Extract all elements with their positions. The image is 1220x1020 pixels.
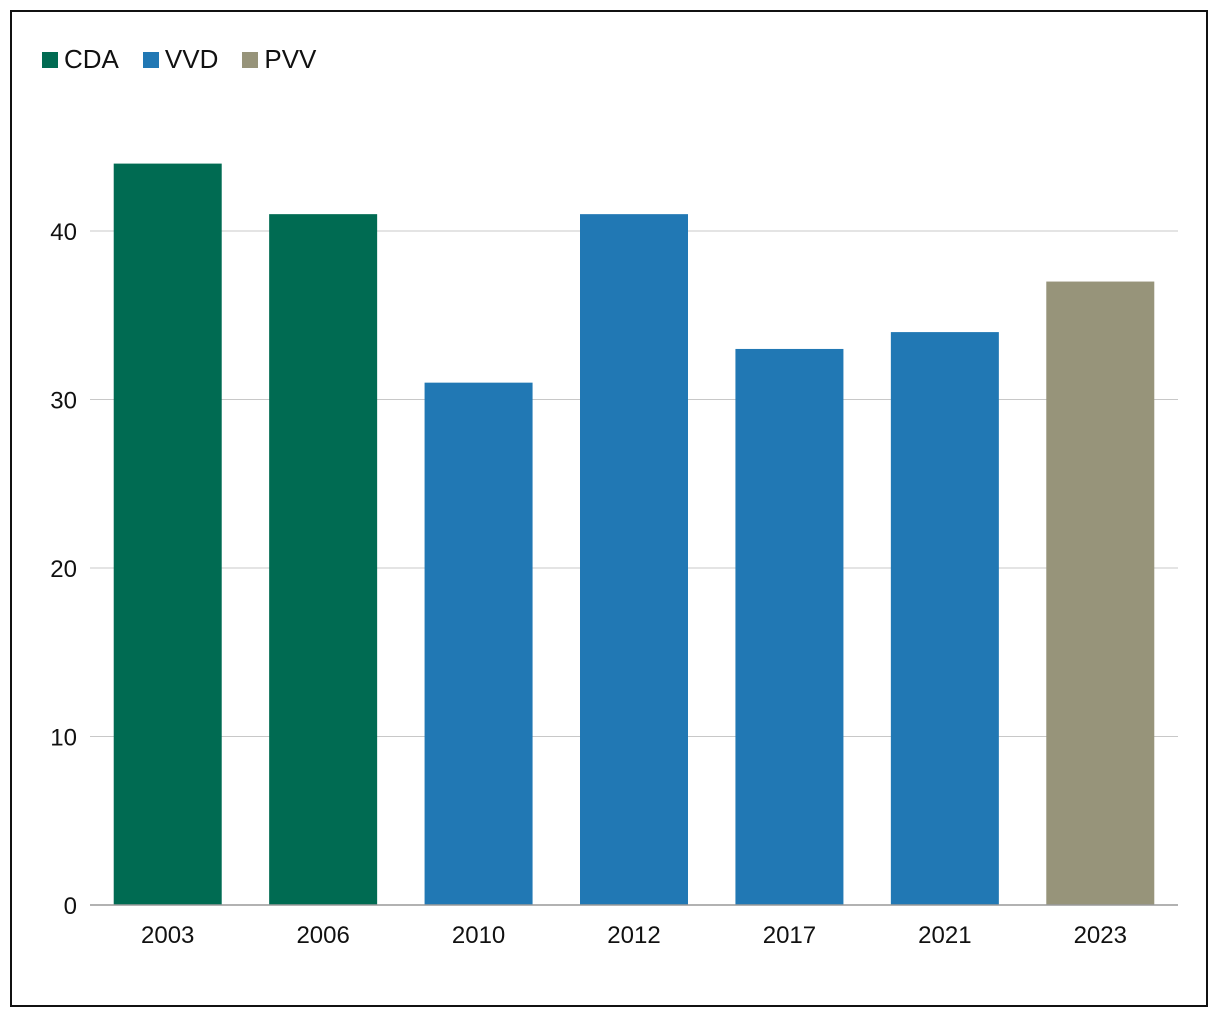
x-tick-label-2023: 2023 <box>1074 922 1127 949</box>
y-tick-label-0: 0 <box>64 893 77 920</box>
x-tick-label-2021: 2021 <box>918 922 971 949</box>
y-tick-label-40: 40 <box>50 219 77 246</box>
bar-2010 <box>424 382 533 905</box>
y-tick-label-10: 10 <box>50 725 77 752</box>
bar-2003 <box>113 163 222 906</box>
legend-label-cda: CDA <box>64 44 119 74</box>
x-tick-label-2017: 2017 <box>763 922 816 949</box>
legend-swatch-vvd <box>142 51 159 68</box>
legend: CDA VVD PVV <box>42 44 316 75</box>
legend-item-pvv: PVV <box>242 44 316 75</box>
y-tick-label-30: 30 <box>50 388 77 415</box>
bar-2023 <box>1046 281 1155 905</box>
x-tick-label-2006: 2006 <box>296 922 349 949</box>
legend-swatch-cda <box>42 51 58 68</box>
x-tick-label-2012: 2012 <box>607 922 660 949</box>
legend-swatch-pvv <box>242 51 259 68</box>
bar-2017 <box>735 348 844 905</box>
legend-label-pvv: PVV <box>264 44 317 74</box>
legend-item-cda: CDA <box>42 44 119 75</box>
legend-item-vvd: VVD <box>142 44 219 75</box>
legend-label-vvd: VVD <box>164 44 219 74</box>
bar-2006 <box>269 214 378 905</box>
x-tick-label-2010: 2010 <box>452 922 505 949</box>
bar-2021 <box>890 332 999 906</box>
y-tick-label-20: 20 <box>50 556 77 583</box>
x-tick-label-2003: 2003 <box>141 922 194 949</box>
bar-2012 <box>580 214 688 905</box>
